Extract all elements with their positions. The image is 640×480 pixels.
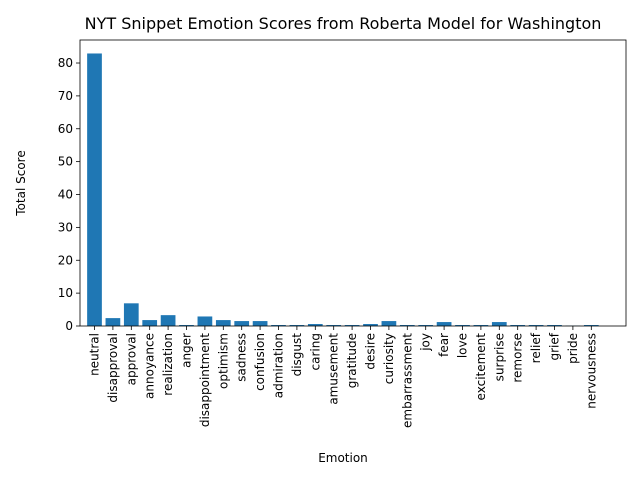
- bar-disgust: [289, 325, 305, 326]
- x-tick-label: admiration: [272, 333, 286, 398]
- bar-anger: [179, 325, 194, 326]
- x-tick-label: caring: [308, 333, 322, 370]
- x-tick-label: amusement: [327, 333, 341, 405]
- bars-group: [87, 53, 599, 326]
- x-tick-label: disapproval: [106, 333, 120, 403]
- bar-confusion: [252, 321, 268, 326]
- y-tick-label: 50: [58, 155, 73, 169]
- x-tick-label: curiosity: [382, 333, 396, 384]
- y-tick-label: 10: [58, 286, 73, 300]
- bar-surprise: [491, 322, 507, 326]
- bar-disapproval: [105, 318, 121, 326]
- x-tick-label: relief: [529, 332, 543, 363]
- bar-remorse: [510, 325, 526, 326]
- chart-title: NYT Snippet Emotion Scores from Roberta …: [85, 14, 602, 33]
- x-tick-label: approval: [124, 333, 138, 385]
- y-tick-label: 70: [58, 89, 73, 103]
- x-tick-label: annoyance: [143, 333, 157, 399]
- y-tick-label: 20: [58, 253, 73, 267]
- x-tick-label: anger: [180, 333, 194, 368]
- x-tick-label: optimism: [216, 333, 230, 389]
- x-tick-label: love: [456, 333, 470, 358]
- bar-amusement: [326, 325, 342, 326]
- plot-frame: [79, 39, 627, 327]
- x-tick-label: joy: [419, 333, 433, 352]
- x-tick-label: neutral: [88, 333, 102, 376]
- bar-relief: [528, 325, 544, 326]
- bar-desire: [363, 324, 378, 326]
- bar-approval: [123, 303, 139, 326]
- y-axis-label: Total Score: [14, 150, 28, 216]
- bar-annoyance: [142, 320, 158, 326]
- bar-fear: [436, 322, 452, 326]
- bar-optimism: [215, 320, 231, 326]
- y-tick-label: 80: [58, 56, 73, 70]
- y-tick-label: 60: [58, 122, 73, 136]
- x-tick-label: realization: [161, 333, 175, 396]
- x-tick-label: disgust: [290, 333, 304, 377]
- bar-nervousness: [583, 325, 599, 326]
- bar-admiration: [271, 325, 286, 326]
- bar-embarrassment: [399, 325, 415, 326]
- bar-love: [455, 325, 470, 326]
- bar-excitement: [473, 325, 489, 326]
- bar-disappointment: [197, 316, 213, 326]
- x-tick-label: excitement: [474, 333, 488, 401]
- x-tick-label: disappointment: [198, 333, 212, 427]
- x-tick-label: grief: [548, 332, 562, 360]
- bar-curiosity: [381, 321, 397, 326]
- bar-joy: [418, 325, 434, 326]
- x-axis: neutral disapproval approval annoyance reali…: [88, 326, 598, 428]
- bar-realization: [160, 315, 176, 326]
- x-axis-label: Emotion: [318, 451, 368, 465]
- y-tick-label: 0: [65, 319, 73, 333]
- x-tick-label: nervousness: [584, 333, 598, 409]
- x-tick-label: fear: [437, 333, 451, 357]
- bar-sadness: [234, 321, 250, 326]
- bar-gratitude: [344, 325, 360, 326]
- x-tick-label: pride: [566, 333, 580, 364]
- x-tick-label: sadness: [235, 333, 249, 382]
- y-axis: 0 10 20 30 40 50 60 70 80: [58, 56, 80, 333]
- x-tick-label: gratitude: [345, 333, 359, 388]
- y-tick-label: 30: [58, 220, 73, 234]
- x-tick-label: surprise: [492, 333, 506, 381]
- x-tick-label: remorse: [511, 333, 525, 383]
- x-tick-label: desire: [364, 333, 378, 370]
- bar-grief: [547, 325, 562, 326]
- bar-neutral: [87, 53, 102, 326]
- x-tick-label: confusion: [253, 333, 267, 391]
- y-tick-label: 40: [58, 188, 73, 202]
- x-tick-label: embarrassment: [400, 333, 414, 428]
- bar-caring: [307, 324, 323, 326]
